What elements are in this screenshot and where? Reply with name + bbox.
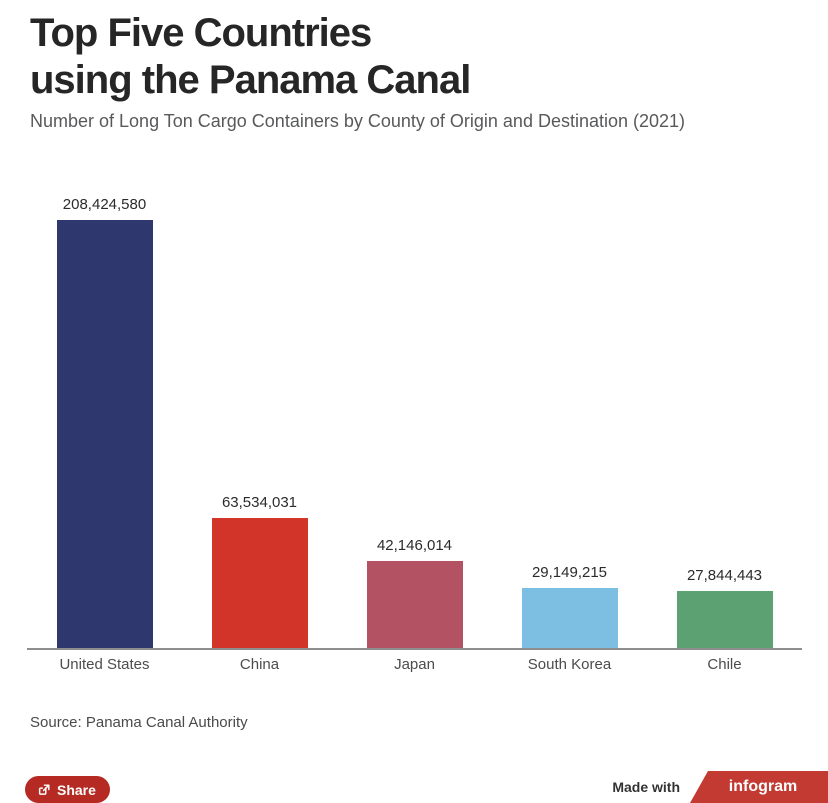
x-axis-labels: United States China Japan South Korea Chile [27, 656, 802, 674]
bar-value-label: 29,149,215 [531, 564, 608, 582]
category-label: Chile [707, 656, 742, 674]
bar-value-label: 63,534,031 [221, 494, 298, 512]
chart-title-line2: using the Panama Canal [30, 58, 471, 103]
x-axis-line [27, 648, 802, 651]
chart-title: Top Five Countries using the Panama Canal [30, 10, 828, 104]
chart-subtitle: Number of Long Ton Cargo Containers by C… [30, 111, 686, 132]
bar-chart: 208,424,580 63,534,031 42,146,014 29,149,21… [27, 192, 802, 674]
bar-slot: 27,844,443 [647, 192, 802, 649]
category-label: China [239, 656, 280, 674]
bar-value-label: 27,844,443 [686, 567, 763, 585]
bar-value-label: 208,424,580 [62, 196, 147, 214]
infogram-logo-label: infogram [728, 778, 798, 795]
share-icon [37, 783, 51, 797]
bar-slot: 63,534,031 [182, 192, 337, 649]
category-label: United States [59, 656, 150, 674]
share-button[interactable]: Share [25, 776, 110, 803]
source-note: Source: Panama Canal Authority [30, 714, 248, 732]
made-with-badge: Made with infogram [612, 771, 828, 803]
share-button-label: Share [57, 781, 96, 798]
bar-slot: 208,424,580 [27, 192, 182, 649]
bar[interactable] [521, 588, 618, 649]
plot-area: 208,424,580 63,534,031 42,146,014 29,149,21… [27, 192, 802, 649]
bar-value-label: 42,146,014 [376, 537, 453, 555]
bar-slot: 42,146,014 [337, 192, 492, 649]
made-with-label: Made with [612, 779, 680, 795]
category-label: Japan [394, 656, 435, 674]
bar[interactable] [56, 220, 153, 649]
infogram-logo[interactable]: infogram [690, 771, 828, 803]
bar[interactable] [211, 518, 308, 649]
category-label: South Korea [527, 656, 612, 674]
chart-title-line1: Top Five Countries [30, 11, 372, 55]
bar[interactable] [676, 591, 773, 649]
chart-header: Top Five Countries using the Panama Canal… [0, 0, 828, 132]
bar-slot: 29,149,215 [492, 192, 647, 649]
bar[interactable] [366, 561, 463, 649]
